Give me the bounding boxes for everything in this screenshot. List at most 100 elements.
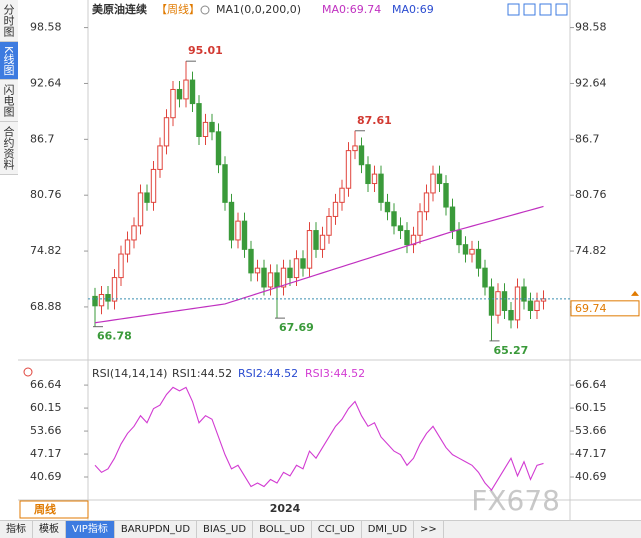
candle-body <box>241 220 248 250</box>
add-icon[interactable] <box>200 5 210 15</box>
rsi-tick-label-right: 53.66 <box>575 424 607 437</box>
title: 美原油连续 <box>92 2 147 16</box>
candle-body <box>300 258 306 269</box>
tab[interactable]: 分时图 <box>0 0 18 42</box>
rsi-line <box>94 386 544 491</box>
candle-body <box>280 267 287 288</box>
candle-body <box>430 173 436 194</box>
tab[interactable]: BIAS_UD <box>197 521 254 538</box>
tab[interactable]: CCI_UD <box>312 521 362 538</box>
low-label: 65.27 <box>494 344 529 357</box>
candle-body <box>319 234 326 250</box>
candle-body <box>501 291 508 311</box>
y2-tick-label: 92.64 <box>575 76 607 89</box>
y2-tick-label: 74.82 <box>575 244 607 257</box>
y-tick-label: 98.58 <box>30 21 62 34</box>
low-label: 66.78 <box>97 330 132 343</box>
tab[interactable]: 闪电图 <box>0 80 18 123</box>
candle-body <box>345 150 352 189</box>
y2-tick-label: 80.76 <box>575 188 607 201</box>
y-tick-label: 92.64 <box>30 76 62 89</box>
candle-body <box>248 248 254 274</box>
candle-body <box>358 145 365 166</box>
candle-body <box>235 220 241 241</box>
candle-body <box>222 164 228 203</box>
y-tick-label: 68.88 <box>30 300 62 313</box>
tab[interactable]: 合约资料 <box>0 122 18 176</box>
candle-body <box>150 168 157 203</box>
candle-body <box>254 267 261 274</box>
candle-body <box>261 267 267 288</box>
tab[interactable]: DMI_UD <box>362 521 415 538</box>
rsi-tick-label: 60.15 <box>30 401 62 414</box>
legend-2: MA0:69 <box>392 3 434 16</box>
y2-tick-label: 86.7 <box>575 132 600 145</box>
legend-1: MA0:69.74 <box>322 3 381 16</box>
tab[interactable]: K线图 <box>0 42 18 81</box>
candle-body <box>118 253 124 279</box>
y-tick-label: 80.76 <box>30 188 62 201</box>
candle-body <box>384 201 391 213</box>
candle-body <box>352 145 358 152</box>
candle-body <box>202 121 209 138</box>
candle-body <box>521 286 527 302</box>
period-button-label: 周线 <box>34 502 56 516</box>
chart: 美原油连续 【周线】 MA1(0,0,200,0) MA0:69.74 MA0:… <box>18 0 641 520</box>
plot-bg <box>88 0 570 520</box>
last-price-box <box>570 300 640 317</box>
candle-body <box>92 295 98 307</box>
rsi-tick-label-right: 66.64 <box>575 378 607 391</box>
candle-body <box>313 230 319 250</box>
toolbar-icons[interactable] <box>507 3 568 16</box>
y-tick-label: 74.82 <box>30 244 62 257</box>
tab[interactable]: BARUPDN_UD <box>115 521 198 538</box>
rsi-tick-label: 53.66 <box>30 424 62 437</box>
rsi-tick-label: 40.69 <box>30 470 62 483</box>
candle-body <box>176 88 183 100</box>
candle-body <box>183 79 189 100</box>
candle-body <box>404 230 410 246</box>
rsi-legend-0: RSI(14,14,14) <box>92 367 167 380</box>
y2-tick-label: 98.58 <box>575 21 607 34</box>
candle-body <box>157 145 163 170</box>
candle-body <box>365 164 371 185</box>
rsi-tick-label-right: 40.69 <box>575 470 607 483</box>
candle-body <box>111 277 118 302</box>
candle-body <box>397 225 404 232</box>
rsi-tick-label: 47.17 <box>30 447 62 460</box>
period-button[interactable] <box>19 500 89 519</box>
tab[interactable]: VIP指标 <box>66 521 115 538</box>
last-price-label: 69.74 <box>575 302 607 315</box>
candle-body <box>436 173 443 185</box>
candle-body <box>170 88 176 119</box>
high-label: 87.61 <box>357 114 392 127</box>
candle-body <box>534 300 540 311</box>
candle-body <box>514 286 521 321</box>
candle-body <box>306 230 313 269</box>
candle-body <box>371 173 378 185</box>
candle-body <box>293 258 300 279</box>
rsi-legend-1: RSI1:44.52 <box>172 367 232 380</box>
rsi-tick-label-right: 60.15 <box>575 401 607 414</box>
candle-body <box>475 248 482 269</box>
watermark: FX678 <box>471 484 560 517</box>
tab[interactable]: >> <box>414 521 444 538</box>
rsi-icon[interactable] <box>23 367 33 377</box>
candle-body <box>410 234 417 246</box>
candle-body <box>508 309 514 321</box>
tab[interactable]: 模板 <box>33 521 66 538</box>
ma-line <box>94 205 544 324</box>
candle-body <box>144 192 150 203</box>
rsi-tick-label: 66.64 <box>30 378 62 391</box>
candle-body <box>391 211 397 227</box>
candle-body <box>495 291 501 316</box>
x-label: 2024 <box>270 502 301 515</box>
candle-body <box>456 230 462 246</box>
tab[interactable]: BOLL_UD <box>253 521 312 538</box>
tab[interactable]: 指标 <box>0 521 33 538</box>
candle-body <box>274 272 280 288</box>
candle-body <box>339 187 345 203</box>
candle-body <box>189 79 196 105</box>
candle-body <box>267 272 274 288</box>
